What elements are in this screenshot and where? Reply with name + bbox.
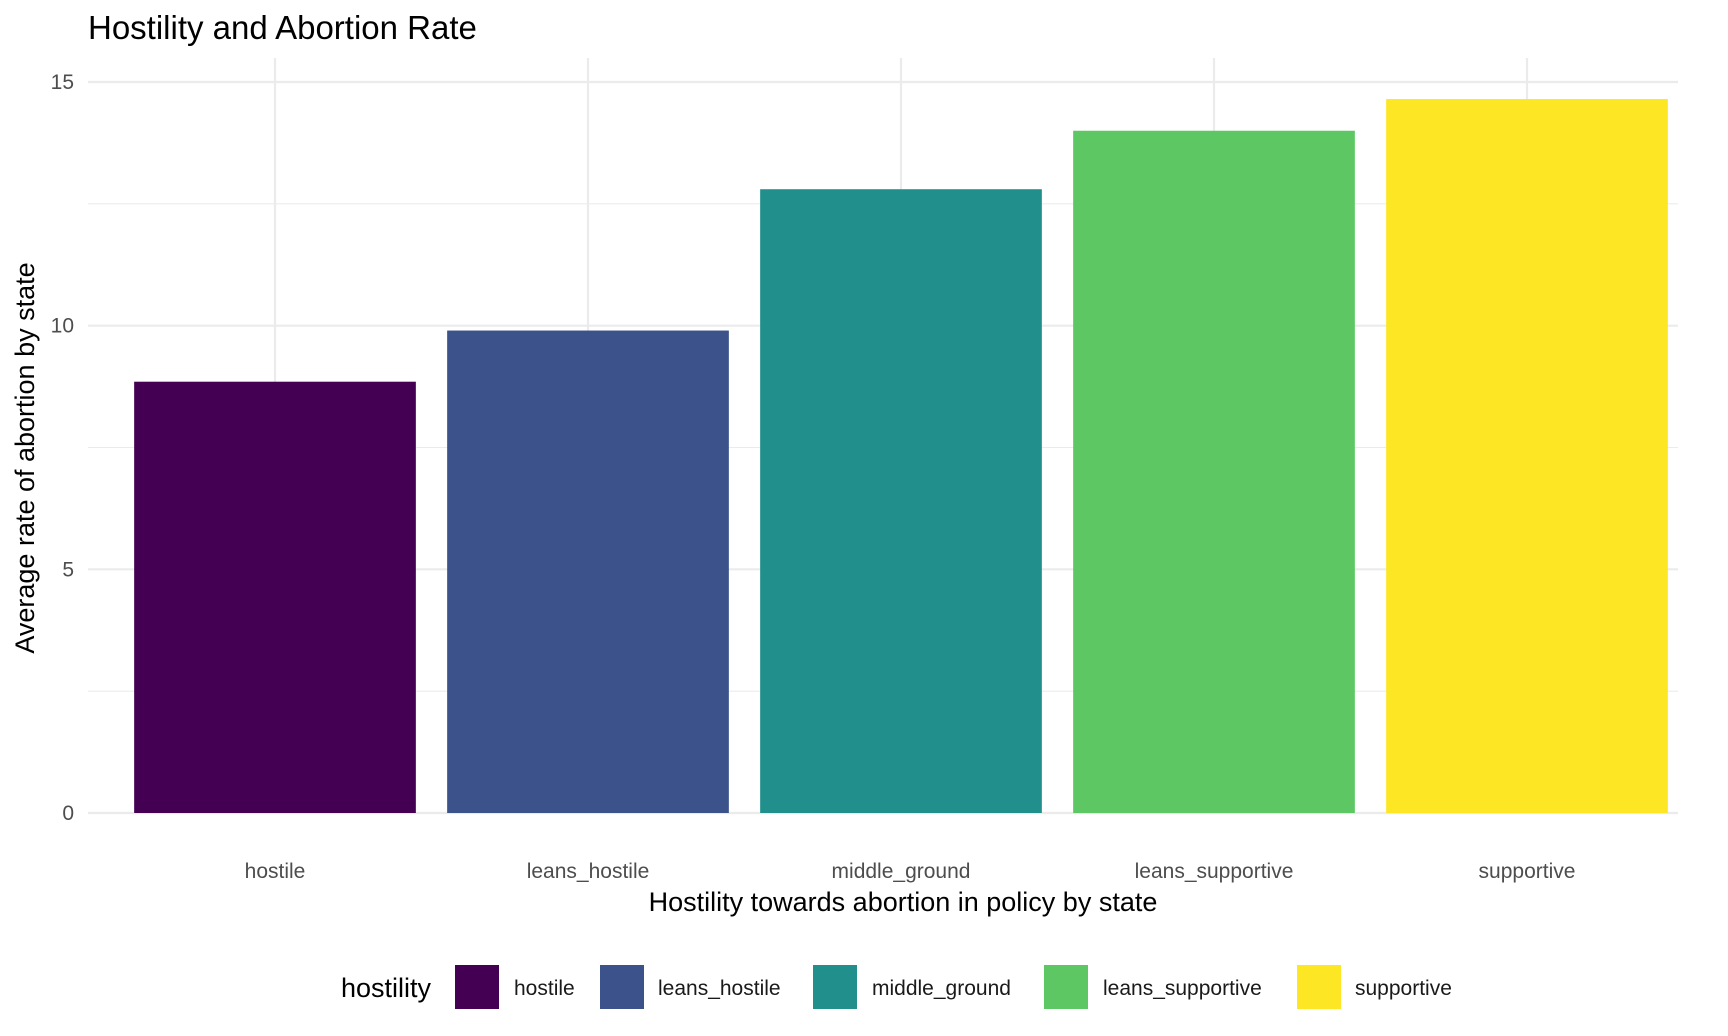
y-tick-label: 15 bbox=[51, 71, 74, 94]
bar-leans_hostile bbox=[447, 330, 729, 813]
bar-middle_ground bbox=[760, 189, 1042, 814]
legend-key-leans_hostile bbox=[600, 965, 644, 1009]
bar-leans_supportive bbox=[1073, 130, 1355, 813]
y-tick-label: 5 bbox=[62, 558, 74, 581]
bars bbox=[134, 99, 1668, 814]
legend-key-leans_supportive bbox=[1044, 965, 1088, 1009]
x-tick-label: middle_ground bbox=[832, 860, 971, 883]
legend-label-leans_hostile: leans_hostile bbox=[658, 977, 781, 1000]
x-axis-title: Hostility towards abortion in policy by … bbox=[649, 887, 1158, 917]
x-tick-labels: hostile leans_hostile middle_ground leans_s… bbox=[245, 860, 1576, 883]
y-tick-label: 10 bbox=[51, 315, 74, 338]
x-tick-label: supportive bbox=[1479, 860, 1576, 883]
legend-title: hostility bbox=[341, 973, 432, 1003]
x-tick-label: hostile bbox=[245, 860, 306, 883]
x-tick-label: leans_supportive bbox=[1135, 860, 1294, 883]
chart-title: Hostility and Abortion Rate bbox=[88, 9, 477, 46]
y-axis-title: Average rate of abortion by state bbox=[10, 262, 40, 653]
legend-key-hostile bbox=[455, 965, 499, 1009]
legend: hostility hostile leans_hostile middle_gro… bbox=[341, 965, 1452, 1009]
legend-key-middle_ground bbox=[813, 965, 857, 1009]
legend-key-supportive bbox=[1297, 965, 1341, 1009]
y-tick-labels: 0 5 10 15 bbox=[51, 71, 74, 825]
bar-hostile bbox=[134, 381, 416, 813]
y-tick-label: 0 bbox=[62, 802, 74, 825]
x-tick-label: leans_hostile bbox=[527, 860, 650, 883]
legend-label-hostile: hostile bbox=[514, 977, 575, 1000]
legend-label-leans_supportive: leans_supportive bbox=[1103, 977, 1262, 1000]
bar-supportive bbox=[1386, 99, 1668, 814]
legend-label-supportive: supportive bbox=[1355, 977, 1452, 1000]
legend-label-middle_ground: middle_ground bbox=[872, 977, 1011, 1000]
